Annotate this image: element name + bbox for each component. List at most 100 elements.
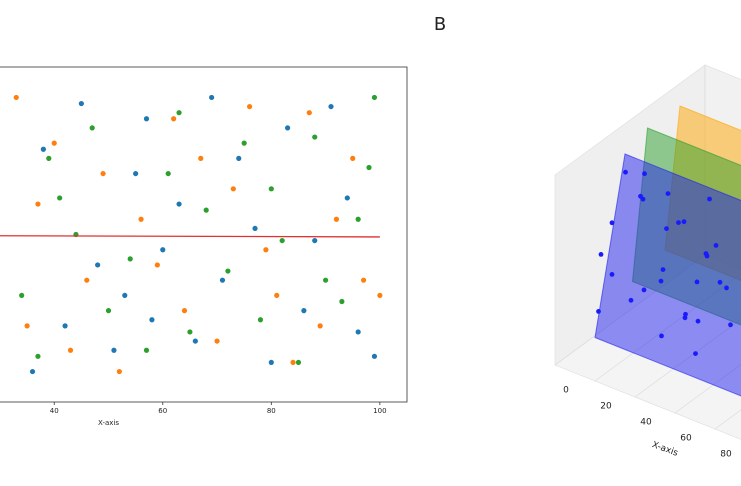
point (660, 267, 666, 272)
point (609, 220, 615, 226)
point (209, 94, 215, 101)
point (24, 323, 30, 329)
point (241, 140, 247, 146)
x-tick-label: 20 (600, 402, 612, 412)
point (717, 279, 723, 285)
point (165, 170, 171, 177)
point (143, 347, 150, 353)
point (350, 155, 356, 161)
point (312, 134, 318, 140)
point (51, 140, 57, 146)
point (694, 279, 700, 285)
point (181, 308, 188, 314)
point (57, 195, 63, 201)
point (214, 338, 220, 344)
point (252, 225, 258, 232)
point (268, 359, 274, 366)
point (127, 256, 133, 262)
point (703, 251, 709, 256)
plot-frame (0, 66, 408, 403)
x-tick-label: 80 (720, 450, 732, 460)
point (122, 292, 128, 299)
point (268, 186, 274, 192)
point (138, 216, 144, 222)
point (171, 116, 177, 122)
point (360, 277, 367, 283)
point (100, 170, 106, 177)
point (105, 308, 112, 314)
point (355, 216, 361, 222)
x-axis-label: X-axis (98, 419, 119, 427)
x-tick-label: 60 (680, 434, 692, 444)
point (29, 368, 36, 375)
point (225, 268, 231, 274)
point (89, 125, 95, 131)
point (339, 298, 345, 305)
point (681, 219, 687, 225)
point (638, 193, 643, 199)
point (676, 220, 681, 226)
x-tick-label: 40 (50, 407, 59, 415)
point (728, 322, 733, 328)
point (366, 164, 372, 171)
point (312, 237, 318, 244)
point (198, 155, 204, 161)
point (35, 201, 41, 207)
point (67, 347, 74, 353)
point (274, 292, 280, 299)
point (628, 297, 634, 303)
point (683, 311, 688, 317)
point (46, 155, 52, 161)
point (40, 146, 46, 152)
point (160, 247, 166, 253)
point (279, 237, 285, 244)
point (322, 277, 329, 283)
point (344, 195, 350, 201)
point (257, 317, 264, 323)
point (19, 292, 25, 299)
point (328, 103, 334, 110)
point (658, 278, 664, 284)
point (187, 329, 193, 335)
point (95, 262, 101, 268)
point (371, 94, 378, 101)
point (695, 318, 701, 324)
point (355, 329, 361, 335)
point (306, 110, 312, 116)
point (665, 191, 671, 197)
point (263, 247, 269, 253)
point (641, 287, 647, 293)
point (317, 323, 323, 329)
point (219, 277, 226, 283)
point (295, 359, 302, 366)
point (693, 351, 698, 356)
point (84, 277, 90, 283)
point (333, 216, 340, 222)
point (176, 201, 182, 207)
x-tick-label: 60 (158, 407, 167, 415)
x-axis-label: X-axis (650, 440, 679, 459)
point (230, 186, 236, 192)
x-tick-label: 80 (267, 407, 276, 415)
point (13, 94, 19, 101)
point (143, 116, 150, 122)
point (285, 125, 291, 131)
x-tick-label: 100 (373, 407, 386, 415)
point (192, 338, 198, 344)
point (176, 110, 182, 116)
panel-label: B (434, 14, 446, 35)
point (236, 155, 242, 161)
point (598, 252, 604, 257)
point (642, 171, 647, 177)
x-tick-label: 0 (563, 386, 569, 396)
point (301, 308, 307, 314)
point (377, 292, 383, 299)
point (116, 368, 122, 375)
fit-line (0, 235, 380, 238)
point (290, 359, 296, 366)
point (111, 347, 117, 353)
point (35, 353, 41, 359)
point (133, 170, 139, 177)
